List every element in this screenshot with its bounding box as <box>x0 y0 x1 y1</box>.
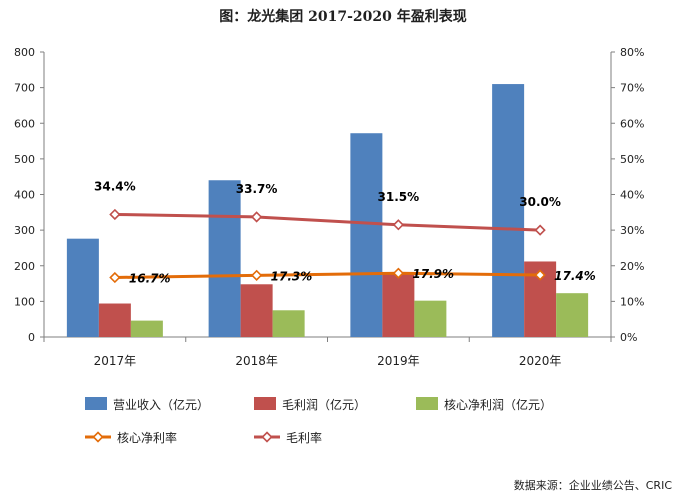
series-point <box>534 224 546 236</box>
x-tick-label: 2018年 <box>235 354 278 368</box>
x-tick-label: 2020年 <box>519 354 562 368</box>
y-left-tick-label: 200 <box>14 260 35 273</box>
legend-marker <box>261 431 273 443</box>
data-label: 33.7% <box>236 182 278 196</box>
bar <box>414 300 447 337</box>
legend-label: 毛利率 <box>286 430 322 445</box>
data-labels: 16.7% 17.3% 17.9% 17.4% 34.4% 33.7% 31.5% 30.0% <box>94 179 596 285</box>
series-line <box>114 212 541 232</box>
data-label: 17.3% <box>271 269 313 283</box>
bars <box>66 84 589 337</box>
y-left-tick-label: 500 <box>14 153 35 166</box>
bar <box>130 320 163 337</box>
data-label: 30.0% <box>519 195 561 209</box>
legend-label: 核心净利率 <box>117 430 177 445</box>
bar <box>492 84 525 337</box>
y-left-tick-label: 600 <box>14 117 35 130</box>
legend-swatch <box>416 397 438 410</box>
y-left-tick-label: 100 <box>14 295 35 308</box>
data-label: 16.7% <box>129 272 171 286</box>
y-right-tick-label: 30% <box>620 224 644 237</box>
y-right-tick-label: 70% <box>620 82 644 95</box>
legend-label: 毛利润（亿元） <box>282 397 366 412</box>
bar <box>66 238 99 337</box>
y-left-tick-label: 0 <box>28 331 35 344</box>
y-right-tick-label: 20% <box>620 260 644 273</box>
bar <box>272 310 305 337</box>
data-label: 17.4% <box>554 269 596 283</box>
bar <box>556 293 589 337</box>
data-label: 31.5% <box>378 190 420 204</box>
y-right-tick-label: 50% <box>620 153 644 166</box>
series-point <box>250 269 263 282</box>
legend-swatch <box>254 397 276 410</box>
series-line <box>114 271 541 280</box>
y-right-tick-label: 80% <box>620 46 644 59</box>
data-label: 17.9% <box>412 267 454 281</box>
series-point <box>392 219 405 231</box>
y-left-tick-label: 700 <box>14 82 35 95</box>
bar <box>382 272 415 337</box>
y-left-tick-label: 800 <box>14 46 35 59</box>
data-label: 34.4% <box>94 179 136 193</box>
y-right-tick-label: 0% <box>620 331 637 344</box>
y-left-tick-label: 400 <box>14 189 35 202</box>
bar <box>208 180 241 337</box>
series-point <box>109 208 121 221</box>
series-point <box>109 271 121 284</box>
bar <box>240 284 273 337</box>
legend-marker <box>92 431 104 443</box>
legend-label: 营业收入（亿元） <box>113 397 209 412</box>
lines <box>109 208 546 284</box>
y-left-tick-label: 300 <box>14 224 35 237</box>
series-point <box>392 267 405 279</box>
legend-swatch <box>85 397 107 410</box>
y-right-tick-label: 60% <box>620 117 644 130</box>
x-tick-label: 2019年 <box>377 354 420 368</box>
y-right-tick-label: 40% <box>620 189 644 202</box>
legend-label: 核心净利润（亿元） <box>444 397 552 412</box>
chart-axes: 0 100 200 300 400 500 600 700 800 0% 10% 20% 30% 40% 5… <box>14 46 644 368</box>
chart-title: 图：龙光集团 2017-2020 年盈利表现 <box>219 9 467 25</box>
legend: 营业收入（亿元） 毛利润（亿元） 核心净利润（亿元） 核心净利率 毛利率 <box>85 397 552 445</box>
source-note: 数据来源：企业业绩公告、CRIC <box>513 479 672 492</box>
x-tick-label: 2017年 <box>94 354 137 368</box>
y-right-tick-label: 10% <box>620 295 644 308</box>
bar <box>98 303 131 337</box>
bar <box>350 133 383 337</box>
series-point <box>250 211 263 223</box>
series-point <box>534 269 546 281</box>
